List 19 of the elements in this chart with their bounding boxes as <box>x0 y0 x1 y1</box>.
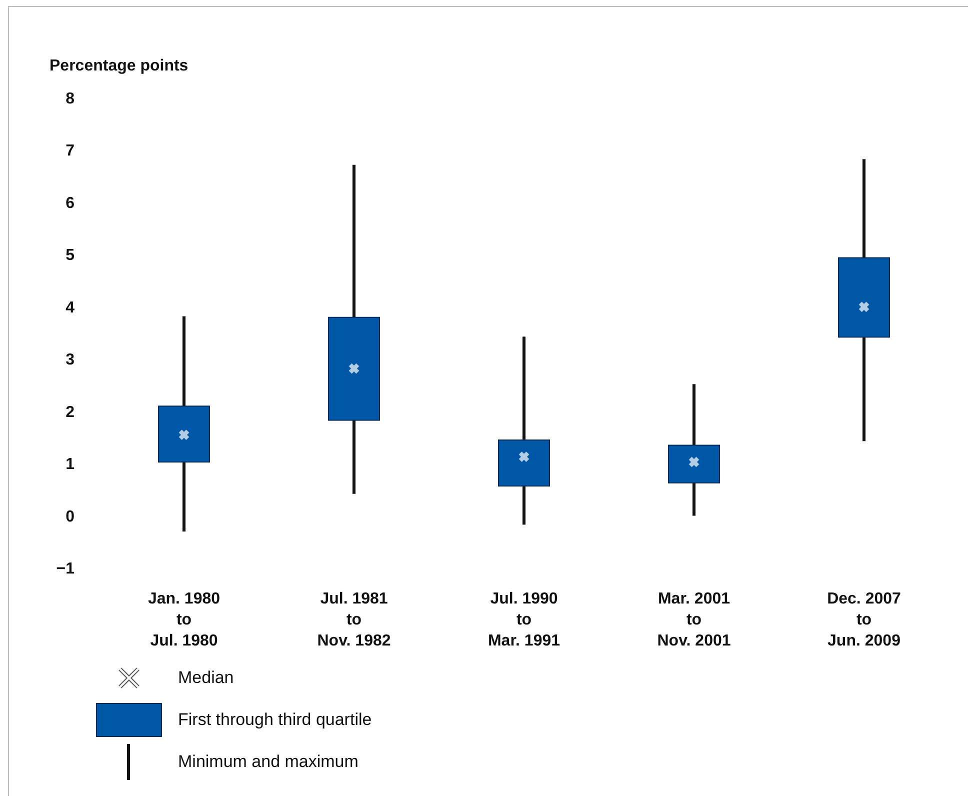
x-tick-label: Dec. 2007 to Jun. 2009 <box>827 590 902 650</box>
text: Median <box>178 668 234 688</box>
x-tick-label: Mar. 2001 to Nov. 2001 <box>657 590 731 650</box>
y-tick-label: 2 <box>66 404 75 421</box>
y-tick-label: 6 <box>66 194 75 212</box>
text: First through third quartile <box>178 710 372 730</box>
x-tick-label: Jul. 1990 to Mar. 1991 <box>488 590 560 650</box>
x-tick-label: Jan. 1980 to Jul. 1980 <box>148 590 220 650</box>
y-tick-label: 1 <box>66 456 75 474</box>
y-tick-label: 8 <box>66 90 75 108</box>
y-tick-label: 4 <box>66 299 75 316</box>
y-axis-title: Percentage points <box>50 58 188 74</box>
y-tick-label: −1 <box>56 560 75 578</box>
y-tick-label: 0 <box>66 508 75 526</box>
y-tick-label: 5 <box>66 247 75 264</box>
y-tick-label: 3 <box>66 352 75 369</box>
x-tick-label: Jul. 1981 to Nov. 1982 <box>317 590 391 650</box>
y-tick-label: 7 <box>66 142 75 160</box>
text: Minimum and maximum <box>178 752 358 772</box>
